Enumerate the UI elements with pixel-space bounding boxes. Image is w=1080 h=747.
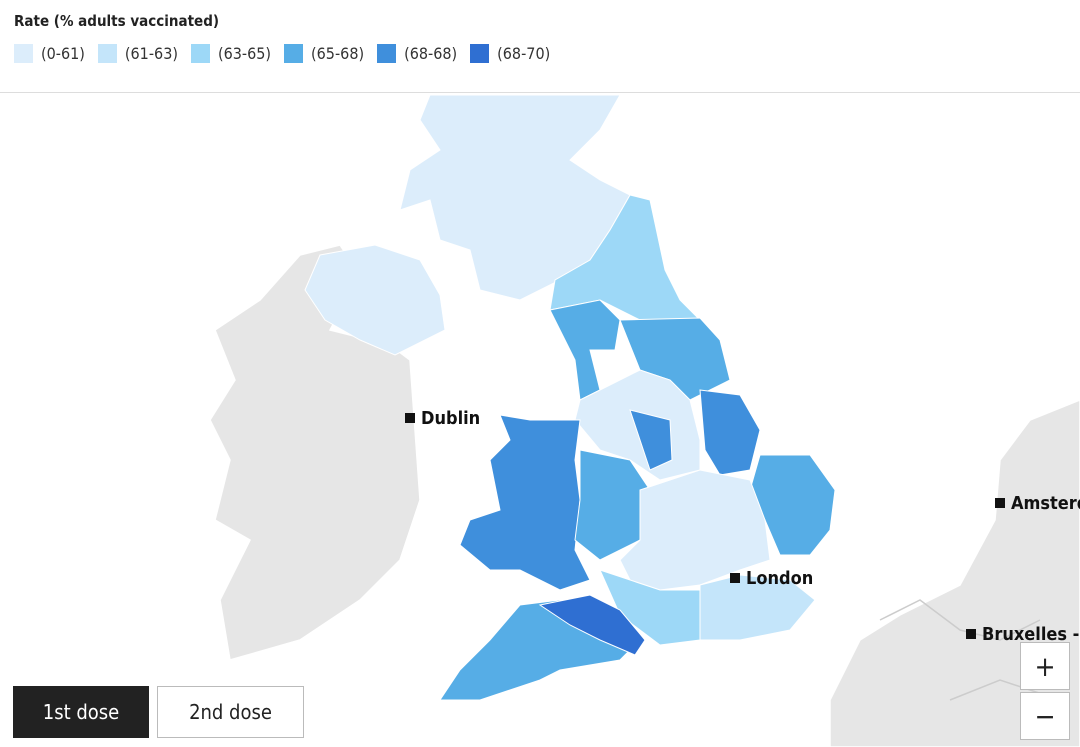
divider	[0, 92, 1080, 93]
ireland	[209, 244, 421, 661]
legend-swatch	[284, 44, 304, 63]
city-marker	[730, 573, 740, 583]
land	[209, 244, 1080, 747]
regions	[304, 94, 836, 701]
legend-items: (0-61) (61-63) (63-65) (65-68) (68-68) (68-70…	[14, 44, 563, 63]
region	[459, 414, 591, 591]
legend-swatch	[470, 44, 490, 63]
region	[699, 574, 816, 641]
legend-label: (63-65)	[217, 44, 272, 63]
legend-swatch	[14, 44, 33, 63]
city-label: Amsterdam	[1011, 493, 1080, 514]
legend-label: (68-70)	[497, 44, 551, 63]
legend-item: (0-61)	[14, 44, 85, 63]
region	[549, 299, 621, 401]
region	[699, 389, 761, 476]
city-marker	[405, 413, 415, 423]
dose-button[interactable]: 2nd dose	[157, 686, 304, 738]
region	[538, 594, 646, 656]
region	[629, 409, 673, 471]
region	[574, 449, 651, 561]
legend-item: (68-68)	[377, 44, 457, 63]
city-marker	[995, 498, 1005, 508]
legend-item: (65-68)	[284, 44, 364, 63]
zoom-out[interactable]: −	[1020, 692, 1070, 740]
zoom-in[interactable]: +	[1020, 642, 1070, 690]
legend-item: (63-65)	[190, 44, 272, 63]
legend-item: (68-70)	[470, 44, 550, 63]
city-label: Dublin	[421, 408, 480, 429]
region	[399, 94, 631, 301]
dose-button[interactable]: 1st dose	[13, 686, 149, 738]
cities: Dublin London Amsterdam Bruxelles - Brussel	[405, 408, 1080, 645]
legend-title: Rate (% adults vaccinated)	[14, 12, 220, 30]
legend-swatch	[190, 44, 210, 63]
legend-label: (0-61)	[41, 44, 85, 63]
legend-swatch	[97, 44, 117, 63]
legend-label: (61-63)	[124, 44, 178, 63]
city-label: Bruxelles - Brussel	[982, 624, 1080, 645]
region	[549, 194, 702, 321]
legend: Rate (% adults vaccinated) (0-61) (61-63)…	[14, 12, 563, 63]
city-marker	[966, 629, 976, 639]
region	[619, 469, 771, 591]
europe	[829, 399, 1080, 747]
region	[304, 244, 446, 356]
legend-label: (68-68)	[404, 44, 458, 63]
legend-item: (61-63)	[97, 44, 178, 63]
city-label: London	[746, 568, 813, 589]
legend-label: (65-68)	[311, 44, 365, 63]
legend-swatch	[377, 44, 397, 63]
